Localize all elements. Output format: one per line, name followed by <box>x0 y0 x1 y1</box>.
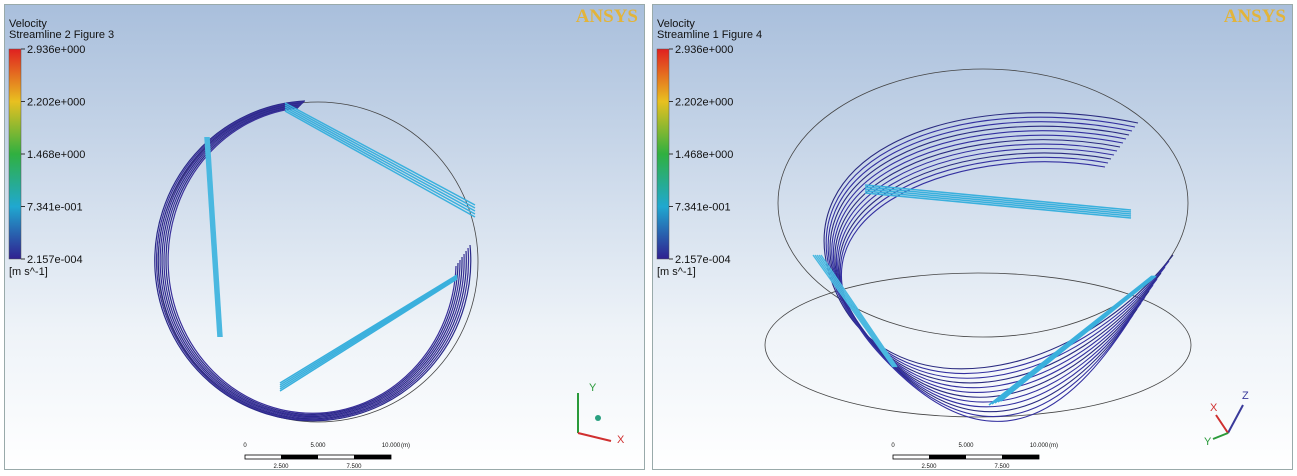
legend-label: 2.157e-004 <box>675 254 731 266</box>
scale-bar <box>1002 455 1039 459</box>
scale-label: (m) <box>1049 443 1058 449</box>
axis-label: Z <box>1242 390 1249 402</box>
legend-label: 2.936e+000 <box>27 44 85 56</box>
axis-label: Y <box>589 382 597 394</box>
subtitle: Streamline 1 Figure 4 <box>657 29 762 41</box>
legend-label: 1.468e+000 <box>27 149 85 161</box>
scale-label: 2.500 <box>273 464 289 470</box>
scale-label: (m) <box>401 443 410 449</box>
legend-label: 7.341e-001 <box>27 202 83 214</box>
legend-unit: [m s^-1] <box>9 266 48 278</box>
legend-label: 2.202e+000 <box>27 97 85 109</box>
scale-bar <box>354 455 391 459</box>
scale-label: 5.000 <box>958 443 974 449</box>
color-bar <box>9 49 21 259</box>
legend-unit: [m s^-1] <box>657 266 696 278</box>
scale-label: 7.500 <box>994 464 1010 470</box>
legend-label: 1.468e+000 <box>675 149 733 161</box>
subtitle: Streamline 2 Figure 3 <box>9 29 114 41</box>
scale-bar <box>281 455 318 459</box>
legend-label: 2.202e+000 <box>675 97 733 109</box>
scale-label: 10.000 <box>1030 443 1049 449</box>
background <box>5 5 644 469</box>
background <box>653 5 1292 469</box>
triad-dot <box>595 415 601 421</box>
scale-label: 2.500 <box>921 464 937 470</box>
axis-label: X <box>1210 402 1218 414</box>
scale-bar <box>929 455 966 459</box>
axis-label: Y <box>1204 436 1212 448</box>
legend-label: 7.341e-001 <box>675 202 731 214</box>
legend-label: 2.936e+000 <box>675 44 733 56</box>
logo: ANSYS <box>576 6 638 27</box>
legend-label: 2.157e-004 <box>27 254 83 266</box>
scale-label: 7.500 <box>346 464 362 470</box>
scale-label: 5.000 <box>310 443 326 449</box>
logo: ANSYS <box>1224 6 1286 27</box>
color-bar <box>657 49 669 259</box>
scale-label: 10.000 <box>382 443 401 449</box>
page: ANSYSVelocityStreamline 2 Figure 32.936e… <box>0 0 1297 476</box>
axis-label: X <box>617 434 625 446</box>
